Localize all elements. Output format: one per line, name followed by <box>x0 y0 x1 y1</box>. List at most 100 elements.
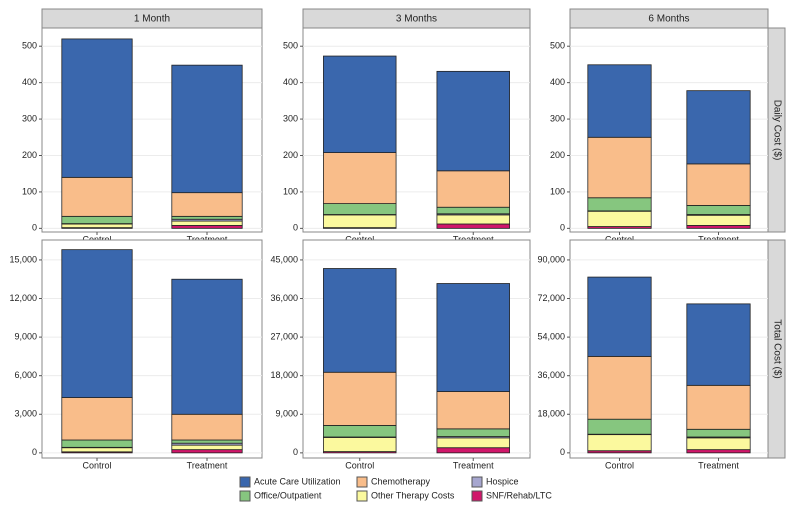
bar-segment <box>171 444 243 451</box>
facet-title: 3 Months <box>396 14 437 25</box>
bar-segment <box>171 64 243 194</box>
bar-segment <box>171 225 243 229</box>
x-tick-label: Control <box>82 460 111 470</box>
bar-segment <box>171 215 243 220</box>
y-tick-label: 36,000 <box>270 293 298 303</box>
y-tick-label: 500 <box>283 41 298 51</box>
bar-segment <box>587 136 652 199</box>
y-tick-label: 36,000 <box>537 370 565 380</box>
y-tick-label: 3,000 <box>14 409 37 419</box>
x-tick-label: Control <box>82 234 111 244</box>
bar-segment <box>436 223 510 229</box>
bar-segment <box>436 391 510 430</box>
y-tick-label: 400 <box>22 77 37 87</box>
y-tick-label: 0 <box>560 447 565 457</box>
legend-swatch <box>471 476 483 488</box>
x-tick-label: Control <box>605 460 634 470</box>
bar-segment <box>587 355 652 420</box>
y-tick-label: 12,000 <box>9 293 37 303</box>
legend-swatch <box>356 476 368 488</box>
x-tick-label: Treatment <box>698 460 739 470</box>
legend-label: Acute Care Utilization <box>254 476 341 486</box>
y-tick-label: 54,000 <box>537 331 565 341</box>
x-tick-label: Control <box>605 234 634 244</box>
bar-segment <box>323 425 397 438</box>
x-tick-label: Treatment <box>453 460 494 470</box>
bar-segment <box>686 214 751 226</box>
y-tick-label: 9,000 <box>14 331 37 341</box>
bar-segment <box>436 447 510 454</box>
y-tick-label: 6,000 <box>14 370 37 380</box>
x-tick-label: Treatment <box>187 234 228 244</box>
y-tick-label: 18,000 <box>270 370 298 380</box>
x-tick-label: Treatment <box>187 460 228 470</box>
bar-segment <box>323 214 397 229</box>
x-tick-label: Treatment <box>698 234 739 244</box>
bar-segment <box>587 197 652 212</box>
bar-segment <box>323 203 397 215</box>
y-tick-label: 300 <box>283 113 298 123</box>
facet-row-title: Daily Cost ($) <box>771 100 782 161</box>
bar-segment <box>436 170 510 208</box>
legend-label: Other Therapy Costs <box>371 490 455 500</box>
bar-segment <box>436 70 510 172</box>
y-tick-label: 500 <box>22 41 37 51</box>
bar-segment <box>61 223 133 229</box>
y-tick-label: 0 <box>293 447 298 457</box>
y-tick-label: 500 <box>550 41 565 51</box>
y-tick-label: 400 <box>550 77 565 87</box>
bar-segment <box>587 64 652 138</box>
bar-segment <box>323 437 397 452</box>
y-tick-label: 9,000 <box>275 409 298 419</box>
bar-segment <box>436 206 510 215</box>
bar-segment <box>686 205 751 215</box>
bar-segment <box>61 447 133 453</box>
bar-segment <box>686 449 751 454</box>
y-tick-label: 100 <box>550 186 565 196</box>
legend-label: Office/Outpatient <box>254 490 322 500</box>
bar-segment <box>686 437 751 451</box>
facet-row-title: Total Cost ($) <box>771 319 782 378</box>
y-tick-label: 100 <box>283 186 298 196</box>
bar-segment <box>61 38 133 178</box>
legend-label: Hospice <box>486 476 519 486</box>
bar-segment <box>686 90 751 165</box>
y-tick-label: 300 <box>22 113 37 123</box>
bar-segment <box>686 163 751 206</box>
y-tick-label: 400 <box>283 77 298 87</box>
bar-segment <box>686 225 751 229</box>
y-tick-label: 300 <box>550 113 565 123</box>
bar-segment <box>323 152 397 204</box>
bar-segment <box>436 214 510 225</box>
y-tick-label: 72,000 <box>537 293 565 303</box>
y-tick-label: 100 <box>22 186 37 196</box>
bar-segment <box>61 397 133 441</box>
y-tick-label: 0 <box>560 223 565 233</box>
bar-segment <box>61 439 133 448</box>
bar-segment <box>323 268 397 373</box>
bar-segment <box>587 210 652 227</box>
bar-segment <box>171 439 243 444</box>
x-tick-label: Control <box>345 234 374 244</box>
y-tick-label: 27,000 <box>270 331 298 341</box>
bar-segment <box>323 55 397 153</box>
bar-segment <box>436 428 510 437</box>
bar-segment <box>61 176 133 217</box>
bar-segment <box>587 434 652 452</box>
bar-segment <box>171 278 243 415</box>
bar-segment <box>61 215 133 225</box>
bar-segment <box>171 449 243 454</box>
legend-swatch <box>356 490 368 502</box>
legend-label: SNF/Rehab/LTC <box>486 490 552 500</box>
bar-segment <box>686 428 751 438</box>
facet-title: 1 Month <box>134 14 170 25</box>
legend-label: Chemotherapy <box>371 476 431 486</box>
bar-segment <box>323 371 397 426</box>
x-tick-label: Treatment <box>453 234 494 244</box>
bar-segment <box>171 192 243 217</box>
bar-segment <box>686 384 751 430</box>
bar-segment <box>587 276 652 357</box>
y-tick-label: 45,000 <box>270 254 298 264</box>
legend-swatch <box>239 476 251 488</box>
bar-segment <box>436 437 510 449</box>
